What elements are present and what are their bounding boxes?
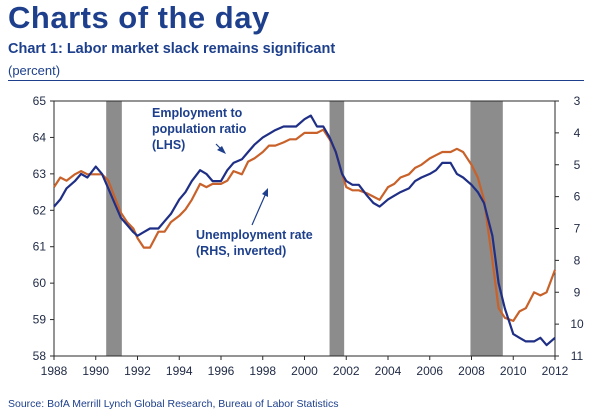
x-tick-label: 2006 bbox=[416, 364, 443, 378]
y-right-tick-label: 8 bbox=[574, 253, 581, 267]
unemployment-annotation-line: (RHS, inverted) bbox=[196, 244, 286, 258]
x-tick-label: 2010 bbox=[500, 364, 527, 378]
chart-title: Chart 1: Labor market slack remains sign… bbox=[8, 41, 336, 57]
y-left-tick-label: 58 bbox=[33, 349, 47, 363]
y-right-tick-label: 4 bbox=[574, 126, 581, 140]
source-note: Source: BofA Merrill Lynch Global Resear… bbox=[8, 398, 339, 410]
x-tick-label: 1988 bbox=[41, 364, 68, 378]
title-divider bbox=[8, 80, 584, 81]
x-tick-label: 2012 bbox=[542, 364, 569, 378]
unemployment-annotation-line: Unemployment rate bbox=[196, 228, 313, 242]
x-tick-label: 2004 bbox=[375, 364, 402, 378]
y-left-tick-label: 65 bbox=[33, 94, 47, 108]
y-right-tick-label: 10 bbox=[570, 317, 584, 331]
unemployment-annotation-arrowhead bbox=[262, 188, 268, 197]
unemployment-annotation-leader bbox=[251, 192, 267, 226]
y-left-tick-label: 60 bbox=[33, 276, 47, 290]
recession-bar-2 bbox=[329, 101, 345, 356]
recession-bar-3 bbox=[470, 101, 503, 356]
y-right-tick-label: 6 bbox=[574, 190, 581, 204]
y-right-tick-label: 11 bbox=[571, 349, 584, 363]
y-right-tick-label: 3 bbox=[574, 94, 581, 108]
x-tick-label: 2000 bbox=[291, 364, 318, 378]
x-tick-label: 1990 bbox=[82, 364, 109, 378]
y-right-tick-label: 5 bbox=[574, 158, 581, 172]
y-right-tick-label: 7 bbox=[574, 222, 581, 236]
unemployment-rate-line bbox=[53, 128, 557, 322]
x-tick-label: 1994 bbox=[166, 364, 193, 378]
y-left-tick-label: 61 bbox=[33, 240, 47, 254]
recession-bar-1 bbox=[106, 101, 122, 356]
employment-annotation-line: Employment to bbox=[152, 106, 243, 120]
chart-subtitle: (percent) bbox=[8, 63, 61, 78]
x-tick-label: 1996 bbox=[208, 364, 235, 378]
employment-ratio-line bbox=[53, 114, 556, 347]
x-tick-label: 1998 bbox=[249, 364, 276, 378]
employment-annotation-line: (LHS) bbox=[152, 138, 185, 152]
y-left-tick-label: 64 bbox=[33, 130, 47, 144]
employment-annotation-line: population ratio bbox=[152, 122, 247, 136]
page-title: Charts of the day bbox=[8, 0, 270, 35]
y-left-tick-label: 59 bbox=[33, 313, 47, 327]
y-left-tick-label: 62 bbox=[33, 203, 47, 217]
x-tick-label: 2008 bbox=[458, 364, 485, 378]
x-tick-label: 2002 bbox=[333, 364, 360, 378]
x-tick-label: 1992 bbox=[124, 364, 151, 378]
employment-annotation-arrowhead bbox=[217, 146, 226, 154]
y-right-tick-label: 9 bbox=[574, 285, 581, 299]
y-left-tick-label: 63 bbox=[33, 167, 47, 181]
